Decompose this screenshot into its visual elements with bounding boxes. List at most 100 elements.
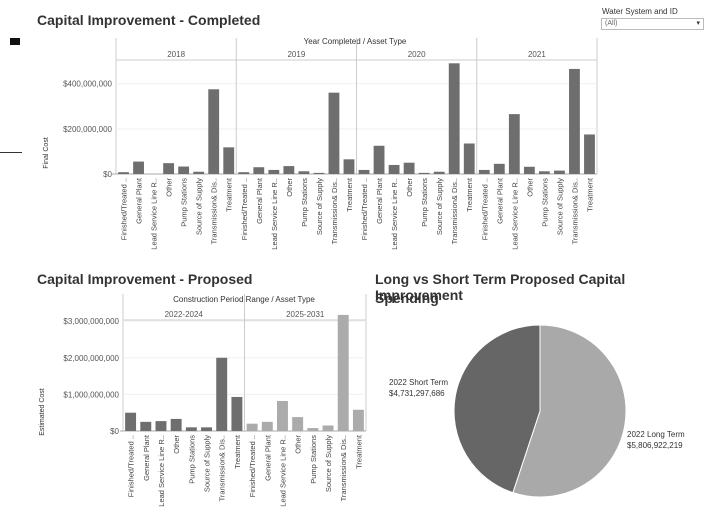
bar-2021-7 [584, 134, 595, 174]
category-label: Finished/Treated .. [120, 178, 129, 240]
y-tick-label: $3,000,000,000 [63, 317, 119, 326]
bar-2025-2031-2 [277, 400, 288, 431]
bar-2019-1 [253, 167, 265, 174]
category-label: Source of Supply [435, 178, 444, 235]
category-label: Source of Supply [315, 178, 324, 235]
bar-2025-2031-0 [246, 423, 258, 431]
category-label: Source of Supply [555, 178, 564, 235]
category-label: Transmission& Dis.. [570, 178, 579, 244]
category-label: Finished/Treated .. [127, 435, 136, 497]
bar-2020-5 [433, 171, 445, 174]
category-label: Other [405, 178, 414, 197]
bar-2018-1 [133, 161, 144, 174]
bar-2020-2 [388, 164, 400, 174]
bar-2025-2031-1 [261, 421, 273, 431]
category-label: Lead Service Line R.. [390, 178, 399, 250]
panel-header-2022-2024: 2022-2024 [165, 310, 204, 319]
category-label: Other [525, 178, 534, 197]
bar-2022-2024-6 [216, 357, 228, 431]
category-label: Treatment [354, 434, 363, 469]
category-label: Lead Service Line R.. [270, 178, 279, 250]
category-label: Transmission& Dis.. [218, 435, 227, 501]
category-label: Other [172, 435, 181, 454]
category-label: Source of Supply [195, 178, 204, 235]
panel-header-2018: 2018 [167, 50, 185, 59]
bar-2025-2031-4 [307, 428, 319, 431]
category-label: Source of Supply [203, 435, 212, 492]
category-label: Other [285, 178, 294, 197]
bar-2025-2031-5 [322, 425, 334, 431]
bar-2020-1 [373, 145, 385, 174]
bar-2018-6 [208, 89, 220, 174]
bar-2018-5 [193, 171, 205, 174]
category-label: Treatment [585, 177, 594, 212]
category-label: General Plant [142, 434, 151, 481]
category-label: Pump Stations [309, 435, 318, 484]
category-label: General Plant [263, 434, 272, 481]
category-label: Pump Stations [540, 178, 549, 227]
bar-2021-2 [508, 114, 520, 174]
category-label: Pump Stations [420, 178, 429, 227]
category-label: Lead Service Line R.. [157, 435, 166, 507]
category-label: Finished/Treated .. [480, 178, 489, 240]
bar-2020-6 [448, 63, 460, 174]
legend-marker [10, 38, 20, 45]
bar-2018-4 [178, 166, 190, 174]
pie-short-value: $4,731,297,686 [389, 389, 445, 398]
pie-title-line2: Spending [375, 290, 439, 306]
bar-2021-1 [493, 163, 505, 174]
category-label: Lead Service Line R.. [278, 435, 287, 507]
bar-2025-2031-7 [352, 409, 364, 431]
bar-2022-2024-2 [155, 421, 167, 431]
bar-2020-4 [418, 172, 430, 174]
filter-label: Water System and ID [602, 7, 678, 16]
category-label: General Plant [255, 177, 264, 224]
bar-2021-4 [538, 171, 550, 174]
y-tick-label: $0 [103, 170, 112, 179]
category-label: Treatment [233, 434, 242, 469]
bar-2025-2031-6 [337, 314, 349, 431]
category-label: Transmission& Dis.. [339, 435, 348, 501]
category-label: Lead Service Line R.. [150, 178, 159, 250]
category-label: General Plant [495, 177, 504, 224]
category-label: Treatment [465, 177, 474, 212]
category-label: Other [294, 435, 303, 454]
filter-value: (All) [605, 20, 618, 27]
bar-2018-7 [223, 147, 235, 174]
bar-2022-2024-0 [125, 412, 137, 431]
bar-2019-5 [313, 172, 325, 174]
category-label: Treatment [345, 177, 354, 212]
completed-header: Year Completed / Asset Type [304, 37, 407, 46]
category-label: Source of Supply [324, 435, 333, 492]
y-tick-label: $1,000,000,000 [63, 390, 119, 399]
category-label: Other [165, 178, 174, 197]
pie-long-label: 2022 Long Term [627, 430, 685, 439]
proposed-ylabel: Estimated Cost [39, 388, 46, 436]
bar-2021-5 [554, 170, 565, 174]
panel-header-2021: 2021 [528, 50, 546, 59]
divider-line [0, 152, 22, 153]
bar-2019-2 [268, 169, 280, 174]
bar-2022-2024-1 [140, 421, 152, 431]
pie-long-value: $5,806,922,219 [627, 441, 683, 450]
pie-slice-long-term [512, 324, 627, 498]
bar-2018-0 [118, 172, 129, 174]
y-tick-label: $200,000,000 [63, 125, 112, 134]
category-label: Lead Service Line R.. [510, 178, 519, 250]
bar-2019-7 [343, 159, 355, 174]
bar-2022-2024-5 [201, 427, 212, 431]
pie-short-label: 2022 Short Term [389, 378, 448, 387]
completed-chart: Year Completed / Asset Type Final Cost $… [43, 37, 598, 250]
category-label: General Plant [135, 177, 144, 224]
y-tick-label: $400,000,000 [63, 80, 112, 89]
proposed-chart: Construction Period Range / Asset Type E… [39, 294, 367, 507]
category-label: Transmission& Dis.. [450, 178, 459, 244]
bar-2022-2024-4 [185, 427, 197, 431]
water-system-filter[interactable]: (All) ▾ [601, 18, 704, 30]
bar-2021-6 [569, 68, 580, 174]
panel-header-2020: 2020 [408, 50, 426, 59]
pie-chart: 2022 Short Term $4,731,297,686 2022 Long… [389, 324, 685, 498]
bar-2020-0 [358, 169, 370, 174]
bar-2020-7 [463, 143, 475, 174]
category-label: Treatment [225, 177, 234, 212]
